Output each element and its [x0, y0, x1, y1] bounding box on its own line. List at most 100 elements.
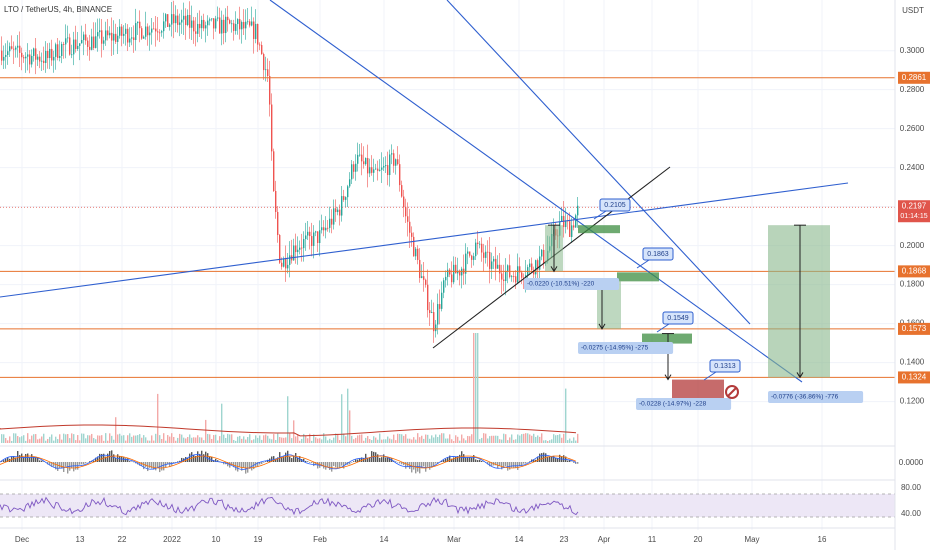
volume-bar [169, 436, 171, 443]
volume-bar [421, 435, 423, 443]
candle [423, 261, 425, 292]
candle-body [267, 69, 269, 76]
candle [389, 149, 391, 187]
volume-bar [1, 434, 3, 443]
macd-bar [273, 456, 275, 462]
candle-body [505, 271, 507, 281]
candle-body [83, 34, 85, 41]
macd-bar [207, 453, 209, 462]
candle-body [191, 20, 193, 28]
volume-bar [153, 440, 155, 443]
candle [365, 157, 367, 166]
candle-body [163, 21, 165, 32]
macd-bar [455, 456, 457, 462]
candle [477, 230, 479, 255]
candle [373, 158, 375, 182]
candle [445, 270, 447, 288]
volume-bar [199, 437, 201, 443]
macd-bar [499, 462, 501, 467]
candle-body [277, 211, 279, 236]
macd-bar [371, 451, 373, 462]
target-callout-box [709, 359, 741, 373]
volume-bar [405, 434, 407, 443]
volume-bar [567, 440, 569, 443]
candle-body [37, 56, 39, 60]
candle [237, 18, 239, 35]
macd-bar [243, 462, 245, 468]
candle [391, 144, 393, 165]
candle-body [481, 243, 483, 253]
macd-bar [511, 462, 513, 468]
candle [257, 23, 259, 52]
volume-bar [575, 440, 577, 443]
volume-bar [195, 437, 197, 443]
volume-bar [469, 436, 471, 443]
macd-bar [383, 454, 385, 462]
target-callout-box [599, 198, 631, 212]
candle-body [179, 22, 181, 25]
macd-bar [145, 462, 147, 467]
target-callout-label: 0.2105 [604, 202, 626, 209]
candle-body [573, 225, 575, 228]
candle-body [437, 304, 439, 325]
volume-bar [119, 433, 121, 443]
macd-bar [553, 455, 555, 462]
macd-bar [51, 462, 53, 467]
trendline-descending [269, 0, 803, 383]
candle [327, 220, 329, 232]
candle [189, 1, 191, 39]
candle [417, 245, 419, 265]
volume-bar [263, 435, 265, 443]
candle-body [315, 231, 317, 233]
macd-bar [401, 462, 403, 465]
macd-bar [541, 453, 543, 462]
volume-bar [91, 433, 93, 443]
candle [235, 11, 237, 35]
candle [53, 50, 55, 73]
volume-bar [261, 439, 263, 443]
candle-body [415, 248, 417, 257]
candle-body [165, 14, 167, 22]
candle-body [441, 292, 443, 309]
candle-body [333, 208, 335, 225]
volume-bar [401, 434, 403, 443]
candle [89, 34, 91, 61]
volume-bar [225, 437, 227, 443]
candle-body [73, 39, 75, 55]
candle [199, 10, 201, 37]
candle [401, 180, 403, 198]
candle [255, 9, 257, 44]
macd-bar [491, 462, 493, 466]
candle-body [199, 23, 201, 29]
candle-body [137, 21, 139, 24]
candle-body [237, 19, 239, 24]
macd-bar [293, 455, 295, 462]
candle [161, 29, 163, 37]
candle-body [347, 186, 349, 198]
macd-bar [413, 462, 415, 470]
macd-bar [5, 458, 7, 462]
candle-body [123, 33, 125, 36]
volume-bar [109, 433, 111, 443]
candle [249, 18, 251, 28]
candle-body [383, 166, 385, 168]
macd-bar [149, 462, 151, 468]
volume-bar [423, 438, 425, 443]
macd-bar [467, 457, 469, 462]
volume-bar [121, 435, 123, 443]
volume-bar [491, 435, 493, 443]
macd-bar [199, 453, 201, 462]
volume-ma-line [0, 424, 577, 437]
volume-bar [207, 433, 209, 443]
macd-bar [89, 461, 91, 462]
candle [361, 143, 363, 176]
candle [37, 54, 39, 67]
candle [243, 9, 245, 35]
volume-bar [163, 433, 165, 443]
macd-bar [7, 457, 9, 462]
candle-body [235, 23, 237, 31]
x-tick-label: 23 [560, 535, 569, 544]
macd-bar [263, 462, 265, 463]
